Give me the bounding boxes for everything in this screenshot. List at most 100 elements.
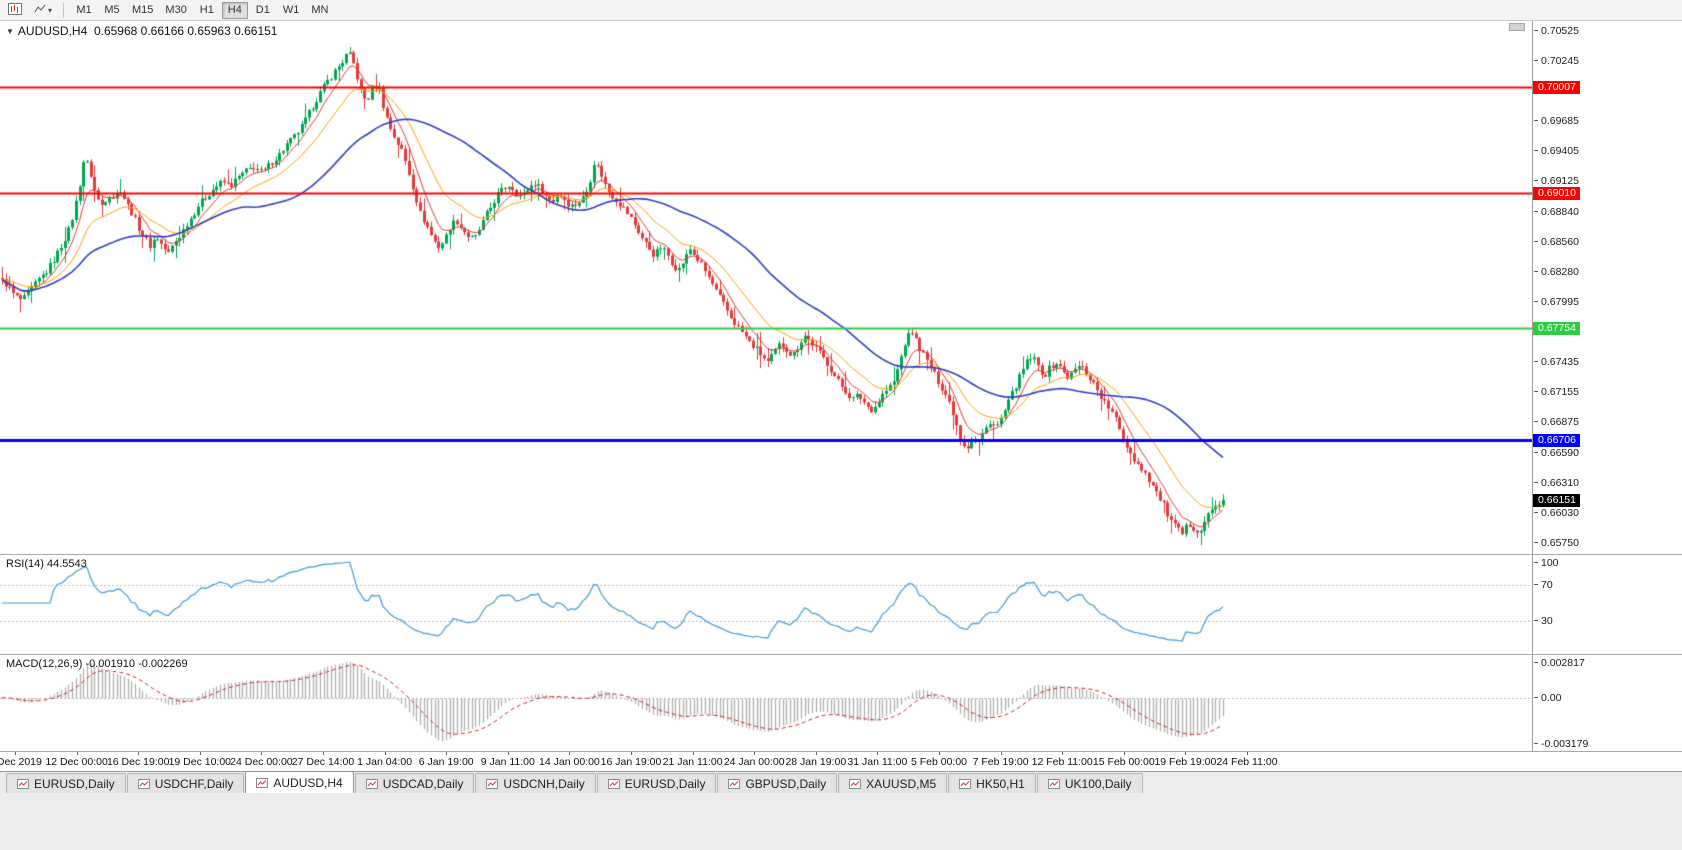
chart-tab-gbpusd-daily[interactable]: GBPUSD,Daily: [717, 773, 838, 793]
chart-window-button[interactable]: [3, 1, 27, 19]
timeframe-button-mn[interactable]: MN: [306, 2, 333, 19]
macd-panel: MACD(12,26,9) -0.001910 -0.002269 0.0028…: [0, 655, 1682, 752]
chart-tab-uk100-daily[interactable]: UK100,Daily: [1036, 773, 1143, 793]
time-axis-tick: [631, 752, 632, 755]
timeframe-button-m1[interactable]: M1: [71, 2, 97, 19]
line-tool-icon: [34, 3, 46, 18]
time-axis-tick: [384, 752, 386, 755]
timeframe-button-group: M1 M5 M15 M30 H1 H4 D1 W1 MN: [70, 1, 334, 19]
time-axis-tick: [507, 752, 509, 755]
axis-tick-label: 0.68840: [1534, 206, 1579, 218]
axis-tick-label: 0.66875: [1534, 416, 1579, 428]
chart-tab-label: EURUSD,Daily: [624, 776, 706, 791]
chart-tab-label: UK100,Daily: [1064, 776, 1132, 791]
price-line-badge: 0.70007: [1533, 80, 1580, 94]
dropdown-caret-icon: ▾: [48, 5, 53, 15]
timeframe-button-h4[interactable]: H4: [221, 1, 248, 19]
macd-label: MACD(12,26,9) -0.001910 -0.002269: [6, 658, 188, 670]
chart-symbol-period: AUDUSD,H4: [17, 24, 88, 38]
chart-tab-label: AUDUSD,H4: [273, 775, 343, 790]
time-axis-tick: [138, 752, 140, 755]
toolbar-separator: [63, 2, 65, 18]
cursor-tool-button[interactable]: ▾: [29, 1, 57, 19]
timeframe-button-h1[interactable]: H1: [194, 2, 220, 19]
axis-tick-label: 0.70245: [1534, 55, 1579, 67]
chart-tab-usdcad-daily[interactable]: USDCAD,Daily: [354, 773, 475, 793]
time-axis-label: 24 Dec 00:00: [230, 756, 293, 768]
time-axis-tick: [1000, 752, 1002, 755]
chart-tab-usdchf-daily[interactable]: USDCHF,Daily: [126, 773, 245, 793]
main-price-axis: 0.705250.702450.699650.696850.694050.691…: [1532, 21, 1682, 554]
axis-tick-label: 0.66590: [1534, 447, 1579, 459]
timeframe-button-w1[interactable]: W1: [278, 2, 305, 19]
time-axis-label: 16 Jan 19:00: [600, 756, 662, 768]
status-area: [0, 793, 1682, 850]
time-axis-tick: [754, 752, 756, 755]
time-axis-label: 6 Jan 19:00: [418, 756, 474, 768]
chart-tab-label: USDCHF,Daily: [154, 776, 234, 791]
chart-tab-eurusd-daily[interactable]: EURUSD,Daily: [596, 773, 717, 793]
time-axis-label: 24 Jan 00:00: [723, 756, 785, 768]
chart-tab-hk50-h1[interactable]: HK50,H1: [948, 773, 1036, 793]
chart-tab-icon: [256, 777, 269, 788]
timeframe-button-d1[interactable]: D1: [250, 2, 276, 19]
timeframe-button-m30[interactable]: M30: [160, 2, 191, 19]
axis-tick-label: 0.69405: [1534, 145, 1579, 157]
rsi-canvas[interactable]: [0, 555, 1532, 655]
axis-tick-label: 30: [1534, 615, 1553, 627]
main-chart-canvas[interactable]: [0, 21, 1532, 555]
axis-tick-label: 0.66030: [1534, 507, 1579, 519]
time-axis-tick: [692, 752, 694, 755]
time-axis-label: 14 Jan 00:00: [539, 756, 600, 768]
macd-canvas[interactable]: [0, 655, 1532, 752]
time-axis-tick: [815, 752, 817, 755]
chart-tab-label: EURUSD,Daily: [34, 776, 115, 791]
axis-tick-label: 0.002817: [1534, 657, 1585, 669]
time-axis-tick: [76, 752, 78, 755]
chart-tab-xauusd-m5[interactable]: XAUUSD,M5: [838, 773, 948, 793]
axis-tick-label: 0.65750: [1534, 537, 1579, 549]
time-axis-label: 5 Feb 00:00: [910, 756, 968, 768]
macd-axis: 0.002817 0.00 -0.003179: [1532, 655, 1682, 751]
rsi-axis: 100 70 30: [1532, 555, 1682, 654]
collapse-icon[interactable]: ▼: [6, 27, 14, 36]
timeframe-button-m15[interactable]: M15: [127, 2, 158, 19]
chart-scrollbar-thumb[interactable]: [1509, 23, 1525, 31]
time-axis-label: 12 Dec 00:00: [45, 756, 108, 768]
axis-tick-label: 0.68280: [1534, 266, 1579, 278]
axis-tick-label: 0.69125: [1534, 175, 1579, 187]
timeframe-button-m5[interactable]: M5: [99, 2, 125, 19]
time-axis-label: 28 Jan 19:00: [785, 756, 847, 768]
time-axis-label: 7 Feb 19:00: [972, 756, 1029, 768]
time-axis-label: 15 Feb 00:00: [1092, 756, 1155, 768]
axis-tick-label: 0.67435: [1534, 356, 1579, 368]
chart-tab-label: USDCAD,Daily: [382, 776, 464, 791]
chart-tab-icon: [137, 778, 150, 789]
chart-window-icon: [8, 2, 22, 18]
time-axis-label: 9 Jan 11:00: [480, 756, 535, 768]
axis-tick-label: 0.68560: [1534, 236, 1579, 248]
time-axis-tick: [323, 752, 324, 755]
time-axis-tick: [877, 752, 879, 755]
axis-tick-label: 0.70525: [1534, 25, 1579, 37]
chart-tab-audusd-h4[interactable]: AUDUSD,H4: [245, 771, 354, 793]
time-axis-label: 21 Jan 11:00: [662, 756, 723, 768]
chart-region: ▼ AUDUSD,H4 0.65968 0.66166 0.65963 0.661…: [0, 21, 1682, 771]
axis-tick-label: 0.66310: [1534, 477, 1579, 489]
chart-tab-bar: EURUSD,Daily USDCHF,Daily AUDUSD,H4 USDCAD,…: [0, 771, 1682, 793]
axis-tick-label: 0.00: [1534, 692, 1561, 704]
price-line-badge: 0.66706: [1533, 434, 1580, 448]
time-axis-label: 27 Dec 14:00: [291, 756, 355, 768]
chart-tab-eurusd-daily[interactable]: EURUSD,Daily: [6, 773, 126, 793]
chart-tab-usdcnh-daily[interactable]: USDCNH,Daily: [475, 773, 596, 793]
time-axis-label: 31 Jan 11:00: [847, 756, 908, 768]
time-axis-tick: [939, 752, 940, 755]
top-toolbar: ▾ M1 M5 M15 M30 H1 H4 D1 W1 MN: [0, 0, 1682, 21]
axis-tick-label: 70: [1534, 579, 1553, 591]
main-chart-panel: ▼ AUDUSD,H4 0.65968 0.66166 0.65963 0.661…: [0, 21, 1682, 555]
chart-tab-icon: [849, 778, 862, 789]
axis-tick-label: 0.67995: [1534, 296, 1579, 308]
rsi-label: RSI(14) 44.5543: [6, 558, 87, 570]
price-line-badge: 0.69010: [1533, 187, 1580, 201]
